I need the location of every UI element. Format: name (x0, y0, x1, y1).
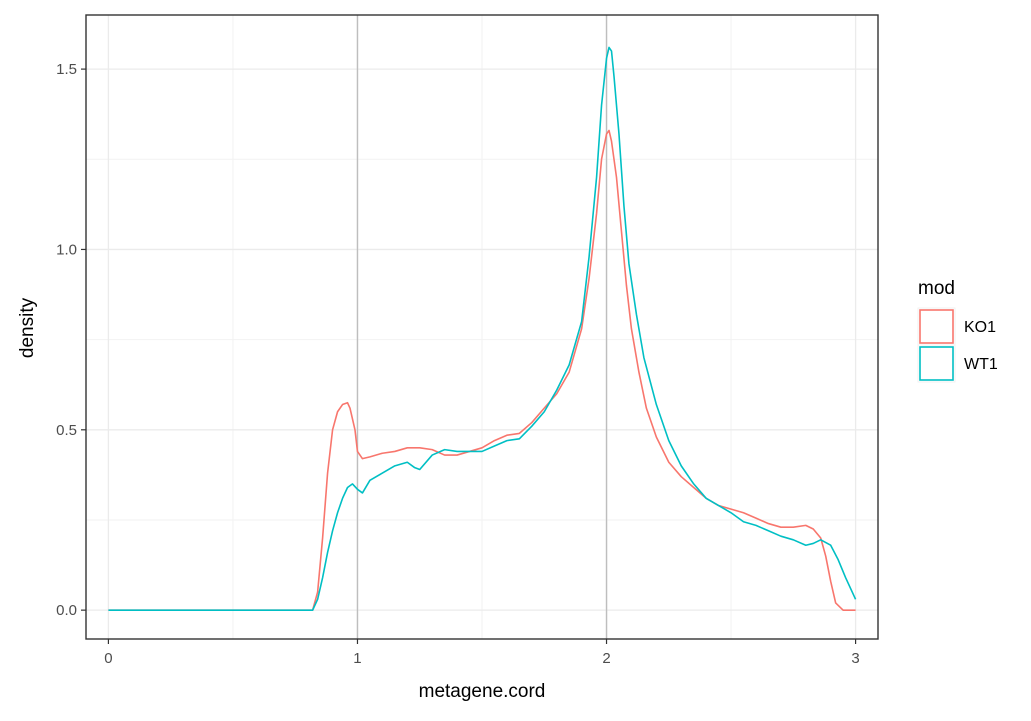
legend-label-ko1: KO1 (964, 319, 996, 336)
plot-panel-border (85, 14, 879, 640)
series-line-ko1 (108, 129, 856, 611)
x-axis-ticks: 0 1 2 3 (104, 639, 860, 667)
legend-swatch-wt1 (919, 346, 954, 381)
x-tick-label: 1 (353, 650, 361, 667)
x-tick-label: 0 (104, 650, 112, 667)
y-tick-label: 1.5 (56, 61, 77, 78)
reference-lines (356, 15, 608, 639)
legend-key-wt1 (917, 344, 956, 383)
y-tick-label: 0.0 (56, 602, 77, 619)
x-tick-label: 2 (602, 650, 610, 667)
y-tick-label: 0.5 (56, 422, 77, 439)
x-axis-title: metagene.cord (419, 681, 546, 702)
x-tick-label: 3 (851, 650, 859, 667)
legend-label-wt1: WT1 (964, 356, 998, 373)
legend: mod KO1 WT1 (917, 278, 998, 383)
y-axis-ticks: 0.0 0.5 1.0 1.5 (56, 61, 86, 619)
legend-title: mod (918, 278, 955, 299)
legend-swatch-ko1 (919, 309, 954, 344)
legend-key-ko1 (917, 307, 956, 346)
series-layer (108, 46, 857, 611)
y-tick-label: 1.0 (56, 241, 77, 258)
minor-gridlines (86, 15, 878, 639)
y-axis-title: density (17, 297, 38, 358)
series-line-wt1 (108, 46, 857, 611)
